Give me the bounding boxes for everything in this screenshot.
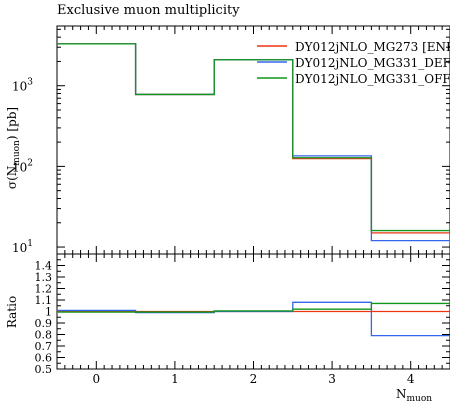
- ratio-tick-label: 0.7: [35, 340, 53, 353]
- ratio-tick-label: 0.9: [35, 317, 53, 330]
- x-tick-label: 0: [92, 372, 100, 386]
- legend-entry: DY012jNLO_MG331_OFFF: [295, 72, 450, 86]
- ratio-tick-label: 0.6: [35, 352, 53, 365]
- y-tick-label-exp: 3: [27, 78, 33, 88]
- ratio-tick-label: 0.8: [35, 329, 53, 342]
- ratio-tick-label: 1.1: [35, 294, 53, 307]
- y-tick-label-exp: 2: [27, 158, 33, 168]
- ratio-series-group: [57, 301, 450, 337]
- y-axis-label-sub: muon: [12, 140, 22, 166]
- x-axis-label-sub: muon: [407, 394, 433, 404]
- y-tick-label: 103: [12, 78, 33, 94]
- y-tick-label: 101: [12, 239, 33, 255]
- ratio-tick-label: 1.2: [35, 283, 53, 296]
- ratio-y-ticks: 0.50.60.70.80.911.11.21.31.4: [35, 253, 450, 376]
- ratio-tick-label: 1: [45, 306, 52, 319]
- x-axis-label-main: N: [396, 387, 407, 401]
- ratio-tick-label: 0.5: [35, 363, 53, 376]
- main-series-group: [57, 43, 450, 242]
- x-tick-label: 2: [250, 372, 258, 386]
- x-tick-label: 4: [407, 372, 415, 386]
- y-tick-label-base: 10: [12, 80, 27, 94]
- legend: DY012jNLO_MG273 [ENE DY012jNLO_MG331_DEFA…: [257, 40, 450, 86]
- y-axis-label-main: σ(N: [5, 166, 19, 189]
- y-tick-label-base: 10: [12, 160, 27, 174]
- y-tick-label-base: 10: [12, 241, 27, 255]
- y-tick-label: 102: [12, 158, 33, 174]
- x-tick-label: 3: [328, 372, 336, 386]
- ratio-tick-label: 1.3: [35, 271, 53, 284]
- x-ticks: 0 1 2 3 4: [56, 26, 450, 386]
- ratio-series-1: [57, 301, 450, 337]
- y-tick-label-exp: 1: [27, 239, 33, 249]
- ratio-series-2: [57, 302, 450, 313]
- legend-entry: DY012jNLO_MG273 [ENE: [295, 40, 450, 54]
- chart-title: Exclusive muon multiplicity: [57, 3, 240, 18]
- y-axis-label: σ(Nmuon) [pb]: [5, 107, 22, 189]
- ratio-axis-label: Ratio: [5, 296, 19, 328]
- x-axis-label: Nmuon: [396, 387, 432, 404]
- main-series-2: [57, 43, 450, 232]
- y-axis-label-end: ) [pb]: [5, 107, 19, 140]
- legend-entry: DY012jNLO_MG331_DEFA: [295, 56, 450, 70]
- x-tick-label: 1: [171, 372, 179, 386]
- ratio-tick-label: 1.4: [35, 260, 53, 273]
